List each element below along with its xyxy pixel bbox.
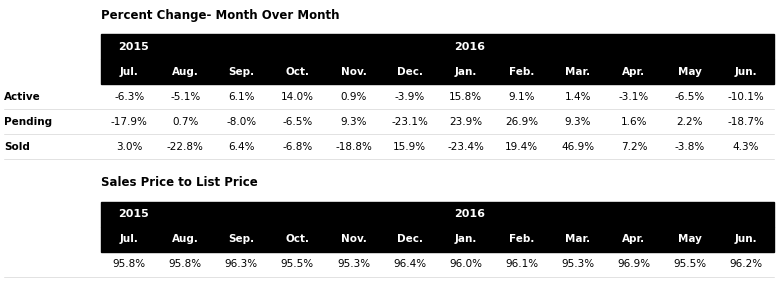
Text: 6.4%: 6.4% — [228, 141, 254, 152]
Text: 96.9%: 96.9% — [618, 259, 650, 269]
Text: -3.1%: -3.1% — [619, 91, 649, 102]
Text: Apr.: Apr. — [622, 234, 646, 244]
Text: Sep.: Sep. — [228, 234, 254, 244]
Text: -22.8%: -22.8% — [166, 141, 204, 152]
Text: 1.6%: 1.6% — [621, 116, 647, 127]
Text: 96.2%: 96.2% — [730, 259, 762, 269]
Text: -5.1%: -5.1% — [170, 91, 201, 102]
Text: -3.9%: -3.9% — [394, 91, 425, 102]
Bar — [101, 34, 774, 59]
Text: Feb.: Feb. — [509, 66, 534, 77]
Text: 4.3%: 4.3% — [733, 141, 759, 152]
Text: 6.1%: 6.1% — [228, 91, 254, 102]
Text: -10.1%: -10.1% — [727, 91, 765, 102]
Text: Sep.: Sep. — [228, 66, 254, 77]
Text: 23.9%: 23.9% — [449, 116, 482, 127]
Text: -18.8%: -18.8% — [335, 141, 372, 152]
Text: 3.0%: 3.0% — [116, 141, 142, 152]
Text: Nov.: Nov. — [341, 66, 366, 77]
Text: -3.8%: -3.8% — [675, 141, 705, 152]
Text: -23.4%: -23.4% — [447, 141, 484, 152]
Text: 96.4%: 96.4% — [393, 259, 426, 269]
Text: Mar.: Mar. — [566, 66, 591, 77]
Text: 96.1%: 96.1% — [505, 259, 538, 269]
Text: 15.8%: 15.8% — [449, 91, 482, 102]
Text: Oct.: Oct. — [286, 66, 310, 77]
Text: 2015: 2015 — [118, 41, 149, 52]
Text: Mar.: Mar. — [566, 234, 591, 244]
Text: Jun.: Jun. — [734, 234, 757, 244]
Text: Dec.: Dec. — [397, 234, 422, 244]
Text: Jul.: Jul. — [120, 234, 138, 244]
Text: 2016: 2016 — [454, 209, 485, 219]
Text: 95.8%: 95.8% — [113, 259, 145, 269]
Text: May: May — [678, 234, 702, 244]
Text: Jan.: Jan. — [454, 234, 477, 244]
Text: Sold: Sold — [4, 141, 30, 152]
Bar — [101, 59, 774, 84]
Text: 95.5%: 95.5% — [281, 259, 314, 269]
Bar — [101, 202, 774, 227]
Text: Nov.: Nov. — [341, 234, 366, 244]
Text: Pending: Pending — [4, 116, 52, 127]
Text: 2.2%: 2.2% — [677, 116, 703, 127]
Text: 0.9%: 0.9% — [340, 91, 366, 102]
Text: 7.2%: 7.2% — [621, 141, 647, 152]
Text: 2015: 2015 — [118, 209, 149, 219]
Text: -18.7%: -18.7% — [727, 116, 765, 127]
Text: Dec.: Dec. — [397, 66, 422, 77]
Text: -6.8%: -6.8% — [282, 141, 313, 152]
Text: 26.9%: 26.9% — [505, 116, 538, 127]
Text: Jan.: Jan. — [454, 66, 477, 77]
Text: Jun.: Jun. — [734, 66, 757, 77]
Text: Active: Active — [4, 91, 40, 102]
Text: Apr.: Apr. — [622, 66, 646, 77]
Text: 9.3%: 9.3% — [565, 116, 591, 127]
Text: 95.8%: 95.8% — [169, 259, 202, 269]
Text: Sales Price to List Price: Sales Price to List Price — [101, 176, 258, 189]
Text: Feb.: Feb. — [509, 234, 534, 244]
Text: Oct.: Oct. — [286, 234, 310, 244]
Text: 96.3%: 96.3% — [225, 259, 258, 269]
Text: 9.1%: 9.1% — [509, 91, 535, 102]
Text: 0.7%: 0.7% — [172, 116, 198, 127]
Text: 1.4%: 1.4% — [565, 91, 591, 102]
Text: 19.4%: 19.4% — [505, 141, 538, 152]
Text: -6.3%: -6.3% — [114, 91, 144, 102]
Text: 15.9%: 15.9% — [393, 141, 426, 152]
Text: 95.3%: 95.3% — [337, 259, 370, 269]
Text: 95.5%: 95.5% — [674, 259, 706, 269]
Text: Jul.: Jul. — [120, 66, 138, 77]
Text: -17.9%: -17.9% — [110, 116, 148, 127]
Text: 2016: 2016 — [454, 41, 485, 52]
Text: -6.5%: -6.5% — [282, 116, 313, 127]
Text: Aug.: Aug. — [172, 66, 198, 77]
Text: 9.3%: 9.3% — [340, 116, 366, 127]
Text: -6.5%: -6.5% — [675, 91, 705, 102]
Text: 96.0%: 96.0% — [449, 259, 482, 269]
Text: -23.1%: -23.1% — [391, 116, 428, 127]
Text: -8.0%: -8.0% — [226, 116, 257, 127]
Text: 95.3%: 95.3% — [561, 259, 594, 269]
Text: 14.0%: 14.0% — [281, 91, 314, 102]
Text: Percent Change- Month Over Month: Percent Change- Month Over Month — [101, 9, 340, 22]
Text: Aug.: Aug. — [172, 234, 198, 244]
Text: 46.9%: 46.9% — [561, 141, 594, 152]
Bar — [101, 227, 774, 252]
Text: May: May — [678, 66, 702, 77]
